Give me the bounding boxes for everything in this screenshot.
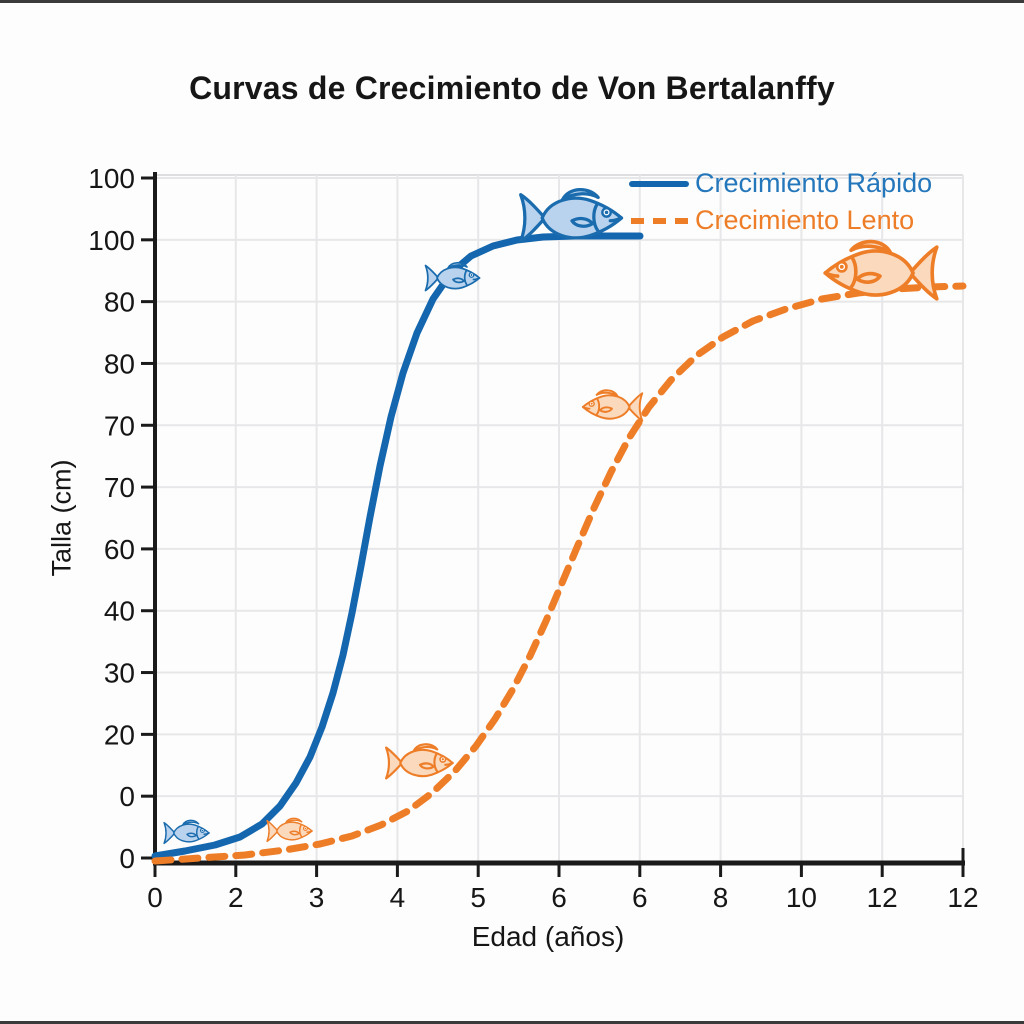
legend-line-dashed-icon [631, 217, 688, 224]
y-tick-label: 60 [104, 534, 135, 565]
x-tick-label: 6 [551, 882, 567, 913]
y-tick-label: 70 [104, 472, 135, 503]
y-tick-label: 0 [119, 781, 135, 812]
series-line-lento [151, 282, 967, 865]
x-tick-label: 12 [867, 882, 898, 913]
legend-item-lento: Crecimiento Lento [628, 202, 932, 239]
fish-icon [425, 262, 480, 291]
y-tick-label: 100 [88, 225, 135, 256]
fish-icon [164, 820, 210, 844]
x-axis-title: Edad (años) [471, 921, 625, 952]
y-tick-label: 0 [119, 843, 135, 874]
x-tick-label: 8 [713, 882, 729, 913]
x-tick-label: 10 [786, 882, 817, 913]
legend-label-lento: Crecimiento Lento [695, 205, 915, 235]
legend-line-solid-icon [629, 180, 689, 187]
fish-icon [386, 744, 453, 779]
x-tick-label: 5 [470, 882, 486, 913]
fish-icon [582, 390, 643, 421]
x-tick-label: 0 [147, 882, 163, 913]
x-tick-label: 3 [309, 882, 325, 913]
bottom-edge-border [0, 1021, 1024, 1024]
y-tick-label: 80 [104, 287, 135, 318]
top-edge-border [0, 0, 1024, 3]
y-tick-label: 80 [104, 348, 135, 379]
x-tick-label: 6 [632, 882, 648, 913]
x-tick-label: 4 [390, 882, 406, 913]
y-tick-label: 70 [104, 410, 135, 441]
y-tick-label: 40 [104, 596, 135, 627]
fish-icon [267, 818, 313, 842]
x-tick-label: 12 [947, 882, 978, 913]
chart-title: Curvas de Crecimiento de Von Bertalanffy [189, 70, 835, 106]
x-tick-label: 2 [228, 882, 244, 913]
y-tick-label: 100 [88, 163, 135, 194]
legend-item-rapido: Crecimiento Rápido [628, 165, 932, 202]
legend: Crecimiento Rápido Crecimiento Lento [628, 165, 932, 239]
y-tick-label: 20 [104, 719, 135, 750]
y-tick-label: 30 [104, 658, 135, 689]
legend-label-rapido: Crecimiento Rápido [695, 168, 933, 198]
series-line-rapido [151, 232, 644, 860]
